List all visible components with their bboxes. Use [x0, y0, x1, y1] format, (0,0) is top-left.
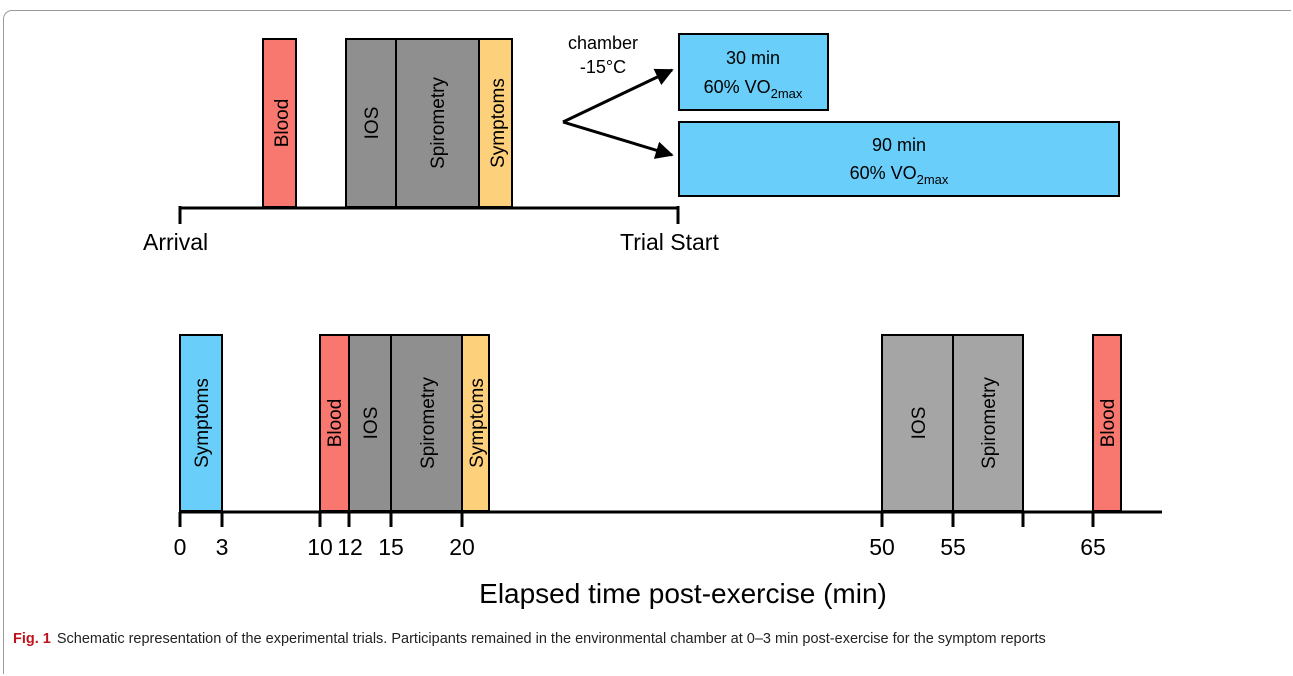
bottom-axis-ticks — [178, 512, 1095, 527]
bottom-blood-block-first — [319, 334, 350, 512]
bottom-axis-tick-labels: 0 3 10 12 15 20 50 55 65 — [174, 534, 1106, 560]
tick-label-65: 65 — [1080, 534, 1106, 560]
trial-30-min-intensity-subscript: 2max — [771, 86, 803, 101]
protocol-schematic: Blood IOS Spirometry Symptoms Arrival Tr… — [143, 33, 1162, 609]
bottom-spirometry-label-first: Spirometry — [418, 377, 439, 469]
tick-label-55: 55 — [940, 534, 966, 560]
figure-caption-text: Schematic representation of the experime… — [56, 631, 1046, 647]
bottom-ios-block-first — [348, 334, 392, 512]
arrival-label: Arrival — [143, 229, 208, 255]
figure-caption: Fig. 1 Schematic representation of the ex… — [13, 629, 1278, 650]
tick-label-15: 15 — [378, 534, 404, 560]
top-blood-label: Blood — [272, 99, 293, 148]
trial-90-min-intensity: 60% VO2max — [850, 163, 949, 187]
figure-frame — [3, 10, 1291, 674]
top-blood-block — [262, 38, 297, 208]
trial-90-min-intensity-prefix: 60% VO — [850, 163, 917, 183]
chamber-label: chamber — [568, 33, 638, 53]
trial-start-label: Trial Start — [620, 229, 719, 255]
top-ios-label: IOS — [362, 107, 383, 140]
bottom-ios-block-second — [881, 334, 954, 512]
top-symptoms-label: Symptoms — [488, 78, 509, 168]
bottom-ios-label-second: IOS — [909, 407, 930, 440]
trial-30-min-duration: 30 min — [726, 48, 780, 68]
arrow-to-30-min-trial — [562, 68, 674, 124]
trial-30-min-intensity-prefix: 60% VO — [704, 77, 771, 97]
top-ios-block — [345, 38, 397, 208]
arrow-to-90-min-trial — [562, 120, 674, 159]
bottom-axis-title: Elapsed time post-exercise (min) — [479, 578, 887, 609]
bottom-spirometry-label-second: Spirometry — [979, 377, 1000, 469]
bottom-symptoms-label-second: Symptoms — [467, 378, 488, 468]
trial-90-min-box — [678, 121, 1120, 197]
bottom-blood-label-first: Blood — [325, 399, 346, 448]
figure-caption-label: Fig. 1 — [13, 631, 51, 647]
bottom-symptoms-block-second — [461, 334, 490, 512]
trial-30-min-box — [678, 33, 829, 111]
chamber-temperature-label: -15°C — [580, 57, 626, 77]
trial-90-min-duration: 90 min — [872, 135, 926, 155]
bottom-blood-label-last: Blood — [1098, 399, 1119, 448]
trial-30-min-intensity: 60% VO2max — [704, 77, 803, 101]
tick-label-0: 0 — [174, 534, 187, 560]
bottom-symptoms-block-first — [179, 334, 223, 512]
top-spirometry-label: Spirometry — [428, 77, 449, 169]
bottom-symptoms-label-first: Symptoms — [192, 378, 213, 468]
trial-90-min-intensity-subscript: 2max — [917, 172, 949, 187]
tick-label-12: 12 — [337, 534, 363, 560]
tick-label-20: 20 — [449, 534, 475, 560]
tick-label-3: 3 — [216, 534, 229, 560]
top-symptoms-block — [478, 38, 513, 208]
tick-label-50: 50 — [869, 534, 895, 560]
tick-label-10: 10 — [307, 534, 333, 560]
bottom-ios-label-first: IOS — [361, 407, 382, 440]
